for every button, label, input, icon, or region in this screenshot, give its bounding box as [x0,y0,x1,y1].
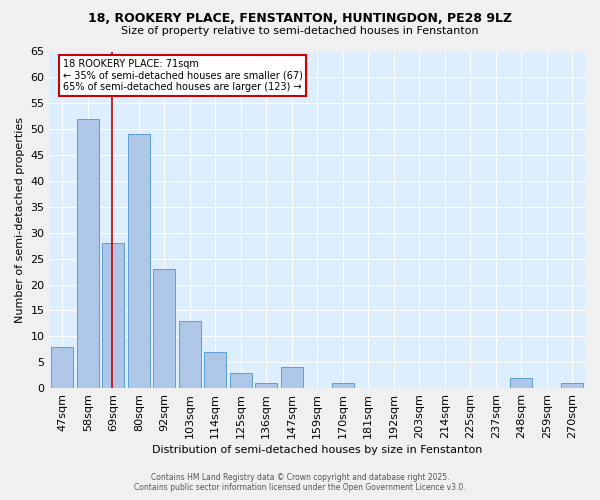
Bar [128,134,149,388]
Text: 18, ROOKERY PLACE, FENSTANTON, HUNTINGDON, PE28 9LZ: 18, ROOKERY PLACE, FENSTANTON, HUNTINGDO… [88,12,512,26]
Text: Contains HM Land Registry data © Crown copyright and database right 2025.
Contai: Contains HM Land Registry data © Crown c… [134,473,466,492]
Text: 18 ROOKERY PLACE: 71sqm
← 35% of semi-detached houses are smaller (67)
65% of se: 18 ROOKERY PLACE: 71sqm ← 35% of semi-de… [62,60,302,92]
Bar [230,372,251,388]
Bar [154,269,175,388]
X-axis label: Distribution of semi-detached houses by size in Fenstanton: Distribution of semi-detached houses by … [152,445,482,455]
Y-axis label: Number of semi-detached properties: Number of semi-detached properties [15,117,25,323]
Bar [332,383,353,388]
Text: Size of property relative to semi-detached houses in Fenstanton: Size of property relative to semi-detach… [121,26,479,36]
Bar [52,346,73,388]
Bar [77,119,98,388]
Bar [281,368,302,388]
Bar [256,383,277,388]
Bar [205,352,226,388]
Bar [179,321,200,388]
Bar [103,243,124,388]
Bar [511,378,532,388]
Bar [562,383,583,388]
